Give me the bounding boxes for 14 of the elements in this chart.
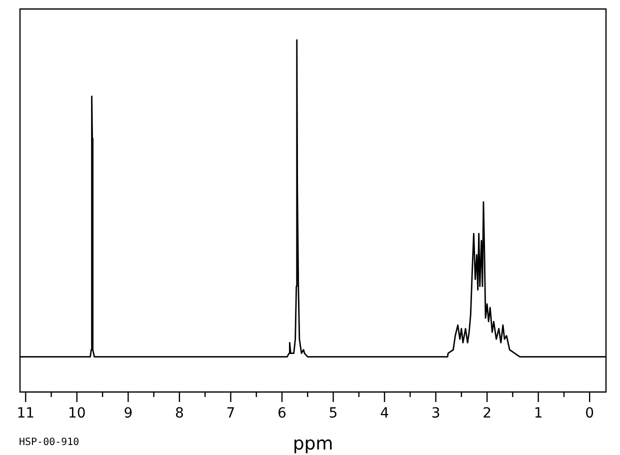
x-tick-label: 6 bbox=[278, 406, 287, 422]
x-tick-label: 3 bbox=[431, 406, 440, 422]
x-tick-label: 5 bbox=[328, 406, 338, 422]
x-tick-label: 0 bbox=[585, 406, 594, 422]
x-tick-label: 7 bbox=[226, 406, 236, 422]
text: HSP-00-910 bbox=[19, 437, 80, 449]
x-tick-label: 4 bbox=[380, 406, 390, 422]
x-tick-label: 11 bbox=[16, 406, 35, 422]
x-tick-label: 1 bbox=[534, 406, 543, 422]
x-tick-label: 8 bbox=[174, 406, 184, 422]
x-tick-label: 10 bbox=[68, 406, 86, 422]
x-tick-label: 9 bbox=[124, 406, 133, 422]
x-tick-label: 2 bbox=[482, 406, 492, 422]
x-axis-title: ppm bbox=[292, 434, 334, 455]
